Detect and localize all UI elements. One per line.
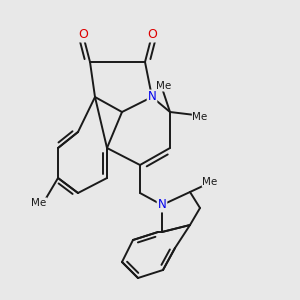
Text: N: N — [148, 91, 156, 103]
Text: O: O — [78, 28, 88, 41]
Text: Me: Me — [156, 81, 172, 91]
Text: Me: Me — [202, 177, 217, 187]
Text: N: N — [158, 199, 166, 212]
Text: Me: Me — [192, 112, 208, 122]
Text: O: O — [147, 28, 157, 41]
Text: Me: Me — [32, 198, 46, 208]
